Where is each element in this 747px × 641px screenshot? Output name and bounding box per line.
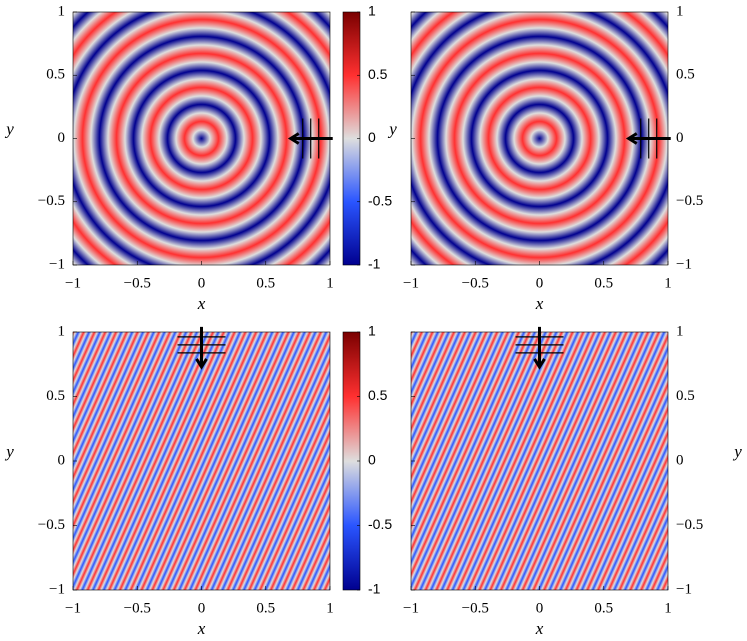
x-tick-label: 0.5: [594, 275, 613, 291]
y-tick-label: −0.5: [38, 517, 65, 533]
y-tick-label: −0.5: [38, 193, 65, 209]
heatmap-field: [411, 12, 668, 265]
x-tick-label: −1: [403, 275, 419, 291]
x-axis-label: x: [197, 294, 206, 313]
wave-arrow: [195, 326, 208, 370]
x-tick-label: 0.5: [594, 600, 613, 616]
x-tick-label: −1: [65, 275, 81, 291]
x-tick-label: 1: [326, 600, 334, 616]
y-axis-label: y: [732, 442, 742, 461]
x-tick-label: −1: [65, 600, 81, 616]
x-tick-label: −0.5: [462, 275, 489, 291]
y-tick-label: 0: [58, 130, 66, 146]
y-axis-label: y: [4, 119, 14, 138]
colorbar-tick-label: 0: [368, 452, 376, 468]
y-tick-label: 1: [58, 3, 66, 19]
y-tick-label: 0.5: [46, 67, 65, 83]
colorbar-tick-label: -0.5: [368, 192, 392, 208]
heatmap-field: [73, 12, 330, 265]
y-tick-label: 0.5: [676, 388, 695, 404]
y-tick-label: 0: [676, 130, 684, 146]
colorbar-tick-label: -1: [368, 256, 381, 272]
y-tick-label: −1: [49, 256, 65, 272]
y-tick-label: 0.5: [676, 67, 695, 83]
y-tick-label: −0.5: [676, 517, 703, 533]
colorbar-tick-label: 1: [368, 3, 376, 19]
x-tick-label: 1: [664, 275, 672, 291]
x-tick-label: −1: [403, 600, 419, 616]
colorbar-tick-label: 0.5: [368, 66, 388, 82]
colorbar-tick-label: 0.5: [368, 387, 388, 403]
heatmap-field: [411, 332, 668, 590]
x-tick-label: −0.5: [124, 275, 151, 291]
colorbar-tick-label: -0.5: [368, 516, 392, 532]
y-tick-label: 0: [58, 452, 66, 468]
x-axis-label: x: [535, 294, 544, 313]
colorbar-tick-label: 1: [368, 323, 376, 339]
x-tick-label: 0: [536, 275, 544, 291]
y-tick-label: 1: [676, 323, 684, 339]
x-tick-label: −0.5: [124, 600, 151, 616]
y-tick-label: 0: [676, 452, 684, 468]
wave-arrow: [533, 326, 546, 370]
y-tick-label: −0.5: [676, 193, 703, 209]
y-tick-label: −1: [676, 581, 692, 597]
y-tick-label: 0.5: [46, 388, 65, 404]
x-tick-label: 1: [664, 600, 672, 616]
y-tick-label: −1: [676, 256, 692, 272]
y-tick-label: 1: [676, 3, 684, 19]
y-tick-label: 1: [58, 323, 66, 339]
x-tick-label: 0: [536, 600, 544, 616]
x-axis-label: x: [535, 619, 544, 638]
x-tick-label: 1: [326, 275, 334, 291]
y-axis-label: y: [387, 119, 397, 138]
wave-arrow: [287, 132, 333, 145]
colorbar-tick-label: 0: [368, 129, 376, 145]
heatmap-field: [73, 332, 330, 590]
x-tick-label: −0.5: [462, 600, 489, 616]
colorbar-tick-label: -1: [368, 581, 381, 597]
x-tick-label: 0: [198, 275, 206, 291]
y-axis-label: y: [4, 442, 14, 461]
x-axis-label: x: [197, 619, 206, 638]
x-tick-label: 0.5: [256, 600, 275, 616]
x-tick-label: 0.5: [256, 275, 275, 291]
wave-arrow: [625, 132, 671, 145]
x-tick-label: 0: [198, 600, 206, 616]
y-tick-label: −1: [49, 581, 65, 597]
